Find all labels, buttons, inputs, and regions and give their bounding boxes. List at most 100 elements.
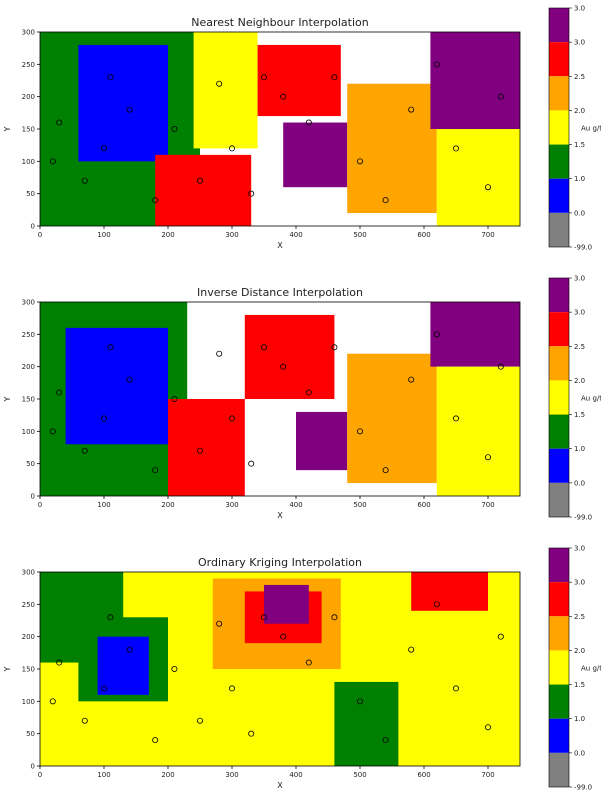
sample-point <box>382 737 389 744</box>
colorbar-tick-label: 2.0 <box>574 377 585 385</box>
y-tick-label: 200 <box>22 633 35 641</box>
y-tick-label: 200 <box>22 363 35 371</box>
sample-point <box>452 685 459 692</box>
x-tick-label: 600 <box>417 771 430 779</box>
sample-point <box>152 737 159 744</box>
x-tick-label: 600 <box>417 501 430 509</box>
sample-point <box>305 659 312 666</box>
colorbar-tick-label: 3.0 <box>574 275 585 283</box>
colorbar-segment <box>549 448 569 483</box>
y-tick-label: 250 <box>22 61 35 69</box>
sample-point <box>196 717 203 724</box>
colorbar-segment <box>549 212 569 247</box>
colorbar-tick-label: 2.0 <box>574 647 585 655</box>
sample-point <box>126 376 133 383</box>
colorbar-tick-label: -99.0 <box>574 514 592 522</box>
sample-point <box>452 145 459 152</box>
sample-point <box>152 467 159 474</box>
x-tick-label: 300 <box>225 501 238 509</box>
y-tick-label: 150 <box>22 666 35 674</box>
chart-title: Ordinary Kriging Interpolation <box>198 556 362 569</box>
sample-point <box>228 415 235 422</box>
sample-point <box>408 376 415 383</box>
sample-point <box>248 730 255 737</box>
colorbar-segment <box>549 42 569 77</box>
colorbar-segment <box>549 312 569 347</box>
sample-point <box>331 344 338 351</box>
grade-region <box>78 44 168 162</box>
colorbar-segment <box>549 110 569 145</box>
grade-region <box>65 327 168 445</box>
x-tick-label: 500 <box>353 501 366 509</box>
y-tick-label: 50 <box>26 190 35 198</box>
sample-point <box>280 93 287 100</box>
y-tick-label: 0 <box>31 763 35 771</box>
sample-point <box>484 184 491 191</box>
colorbar-segment <box>549 548 569 583</box>
sample-point <box>228 685 235 692</box>
x-tick-label: 400 <box>289 771 302 779</box>
x-tick-label: 200 <box>161 771 174 779</box>
x-tick-label: 300 <box>225 231 238 239</box>
plot-area <box>40 32 520 226</box>
sample-point <box>452 415 459 422</box>
grade-region <box>296 411 348 471</box>
colorbar-tick-label: 0.0 <box>574 479 585 487</box>
sample-point <box>433 601 440 608</box>
colorbar-frame <box>548 547 570 788</box>
colorbar-segment <box>549 278 569 313</box>
chart-svg: Nearest Neighbour Interpolation 0 100 200 30… <box>3 5 601 252</box>
x-axis-label: X <box>277 241 283 250</box>
colorbar-segment <box>549 752 569 787</box>
y-tick-label: 100 <box>22 698 35 706</box>
grade-region <box>257 44 341 117</box>
sample-point <box>484 454 491 461</box>
colorbar-segment <box>549 718 569 753</box>
sample-point <box>331 614 338 621</box>
colorbar-tick-label: 1.0 <box>574 715 585 723</box>
grade-region <box>436 129 520 226</box>
y-tick-label: 150 <box>22 126 35 134</box>
colorbar-segment <box>549 178 569 213</box>
sample-point <box>356 698 363 705</box>
colorbar-segment <box>549 144 569 179</box>
sample-point <box>81 447 88 454</box>
y-tick-label: 50 <box>26 460 35 468</box>
chart-title: Inverse Distance Interpolation <box>197 286 363 299</box>
colorbar-segment <box>549 8 569 43</box>
x-tick-label: 100 <box>97 501 110 509</box>
sample-point <box>497 363 504 370</box>
colorbar-frame <box>548 277 570 518</box>
sample-point <box>49 158 56 165</box>
sample-point <box>305 389 312 396</box>
x-tick-label: 700 <box>481 501 494 509</box>
x-tick-label: 200 <box>161 231 174 239</box>
colorbar-segment <box>549 414 569 449</box>
grade-region <box>436 366 520 496</box>
sample-point <box>81 717 88 724</box>
x-axis-label: X <box>277 781 283 790</box>
y-tick-label: 250 <box>22 601 35 609</box>
sample-point <box>107 344 114 351</box>
sample-point <box>356 158 363 165</box>
sample-point <box>56 659 63 666</box>
colorbar-tick-label: 2.5 <box>574 73 585 81</box>
grade-region <box>334 681 399 766</box>
colorbar-segment <box>549 76 569 111</box>
sample-point <box>356 428 363 435</box>
chart-svg: Inverse Distance Interpolation 0 100 200 300… <box>3 275 601 522</box>
colorbar-tick-label: 3.0 <box>574 545 585 553</box>
sample-point <box>497 93 504 100</box>
x-tick-label: 0 <box>38 771 42 779</box>
x-tick-label: 500 <box>353 771 366 779</box>
colorbar-segment <box>549 684 569 719</box>
sample-point <box>248 190 255 197</box>
plot-area <box>40 572 520 766</box>
sample-point <box>216 80 223 87</box>
sample-point <box>152 197 159 204</box>
y-tick-label: 300 <box>22 299 35 307</box>
colorbar-tick-label: 2.0 <box>574 107 585 115</box>
sample-point <box>126 646 133 653</box>
sample-point <box>280 633 287 640</box>
panel-inverse-distance: Inverse Distance Interpolation 0 100 200 300… <box>0 270 601 538</box>
